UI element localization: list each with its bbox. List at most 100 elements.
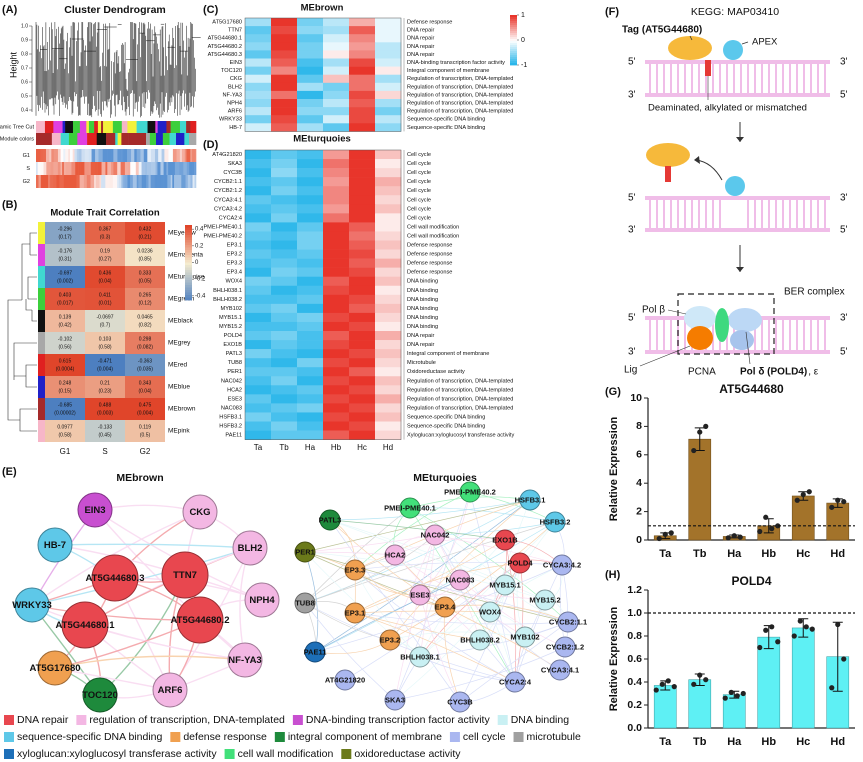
x-tick-label: Ta <box>659 548 672 560</box>
heatmap-cell <box>375 115 402 124</box>
scale-bar <box>185 295 192 298</box>
data-point <box>653 687 659 693</box>
y-tick-label: 6 <box>636 449 642 461</box>
annotation: DNA binding <box>407 315 438 321</box>
epsilon-label: , ε <box>808 367 819 378</box>
color-strip <box>51 149 55 162</box>
cell-value: -0.363 <box>138 358 152 364</box>
heatmap-cell <box>349 394 376 404</box>
data-point <box>757 528 763 535</box>
color-strip <box>131 149 135 162</box>
module-color <box>38 420 45 442</box>
color-strip <box>161 149 165 162</box>
data-point <box>734 693 740 699</box>
scale-bar <box>185 287 192 291</box>
annotation: DNA repair <box>407 36 434 42</box>
pcna <box>715 308 729 342</box>
annotation: DNA repair <box>407 52 434 58</box>
row-label: G1 <box>23 153 30 159</box>
node-label: HSFB3.2 <box>540 517 571 526</box>
x-tick-label: Tb <box>693 736 707 748</box>
heatmap-cell <box>125 332 165 354</box>
edge <box>314 499 531 653</box>
network-node <box>152 672 188 708</box>
scale-bar <box>185 272 192 276</box>
edge <box>354 612 569 625</box>
heatmap-cell <box>323 99 350 108</box>
edge <box>304 499 531 604</box>
gene-label: CYCA3:4.1 <box>214 197 242 203</box>
heatmap-cell <box>245 240 272 250</box>
heatmap-cell <box>271 231 298 241</box>
network-node <box>244 582 280 618</box>
heatmap-cell <box>323 222 350 232</box>
heatmap-cell <box>125 420 165 442</box>
cell-value: 0.343 <box>139 380 152 386</box>
color-strip <box>165 175 168 188</box>
heatmap-cell <box>323 331 350 341</box>
network-node <box>459 481 481 503</box>
heatmap-cell <box>323 385 350 395</box>
data-point <box>665 678 671 684</box>
gene-label: NAC083 <box>221 405 242 411</box>
cell-p-value: (0.01) <box>98 300 111 306</box>
gene-label: AT5G44680.3 <box>208 52 242 58</box>
node-label: TUB8 <box>295 598 315 607</box>
heatmap-cell <box>375 195 402 205</box>
network-title: MEturquoies <box>413 472 477 484</box>
legend-label: cell wall modification <box>238 748 334 760</box>
heatmap-cell <box>323 74 350 84</box>
data-point <box>800 491 806 498</box>
edge <box>54 544 263 601</box>
annotation: DNA binding <box>407 297 438 303</box>
scale-bar <box>185 225 192 228</box>
cell-value: -0.176 <box>58 248 72 254</box>
color-strip <box>174 162 180 175</box>
heatmap-cell <box>375 421 402 431</box>
x-tick-label: Ta <box>659 736 672 748</box>
node-label: NAC042 <box>421 530 450 539</box>
heatmap-cell <box>375 222 402 232</box>
y-tick-label: 0.8 <box>627 630 642 642</box>
arrow-head <box>736 137 744 142</box>
color-strip <box>130 175 134 188</box>
heatmap-cell <box>375 231 402 241</box>
heatmap-cell <box>349 107 376 116</box>
node-label: WOX4 <box>479 607 502 616</box>
color-strip <box>168 149 174 162</box>
heatmap-cell <box>349 267 376 277</box>
module-label: MEblue <box>168 384 190 391</box>
color-strip <box>170 121 181 133</box>
heatmap-cell <box>271 159 298 169</box>
cell-value: 0.615 <box>59 358 72 364</box>
color-strip <box>143 175 147 188</box>
heatmap-cell <box>349 376 376 386</box>
gene-label: PAE11 <box>225 433 242 439</box>
color-strip <box>105 175 111 188</box>
node-label: TTN7 <box>173 570 197 581</box>
heatmap-cell <box>85 288 125 310</box>
color-strip <box>147 162 152 175</box>
scale-bar <box>510 61 517 64</box>
cell-value: -0.102 <box>58 336 72 342</box>
color-strip <box>98 149 103 162</box>
data-point <box>803 624 809 630</box>
gene-label: ESE3 <box>228 396 242 402</box>
scale-bar <box>185 270 192 273</box>
node-label: EP3.4 <box>435 602 456 611</box>
scale-label: 0.2 <box>195 243 204 249</box>
scale-bar <box>185 247 192 251</box>
color-strip <box>150 175 156 188</box>
heatmap-cell <box>349 231 376 241</box>
color-strip <box>169 133 177 145</box>
heatmap-cell <box>297 168 324 178</box>
node-label: BHLH038.1 <box>400 652 440 661</box>
heatmap-cell <box>375 58 402 67</box>
strand-end: 5' <box>628 313 636 324</box>
heatmap-cell <box>375 430 402 440</box>
module-label: MEyellow <box>168 230 196 237</box>
edge <box>54 655 246 669</box>
network-node <box>379 629 401 651</box>
heatmap-cell <box>323 340 350 350</box>
heatmap-cell <box>323 26 350 35</box>
